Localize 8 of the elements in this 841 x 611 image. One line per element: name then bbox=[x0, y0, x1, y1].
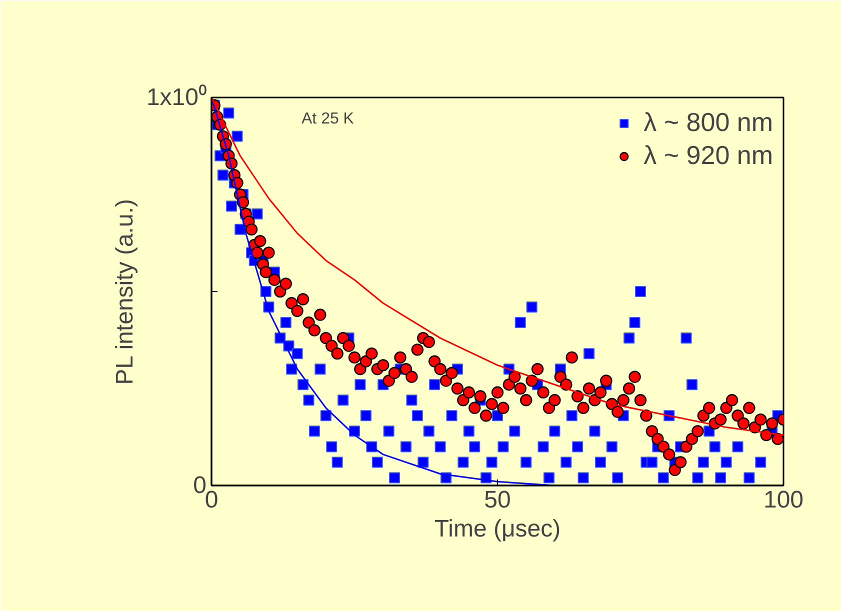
legend-label: λ ~ 800 nm bbox=[644, 107, 773, 138]
y-axis-title: PL intensity (a.u.) bbox=[111, 199, 138, 385]
x-axis-title: Time (μsec) bbox=[434, 516, 561, 542]
x-tick-label: 100 bbox=[763, 486, 804, 514]
y-tick-label: 1x10⁰ bbox=[146, 84, 207, 111]
legend-label: λ ~ 920 nm bbox=[644, 140, 773, 171]
x-tick-label: 50 bbox=[484, 486, 511, 514]
annotation: At 25 K bbox=[302, 110, 354, 128]
